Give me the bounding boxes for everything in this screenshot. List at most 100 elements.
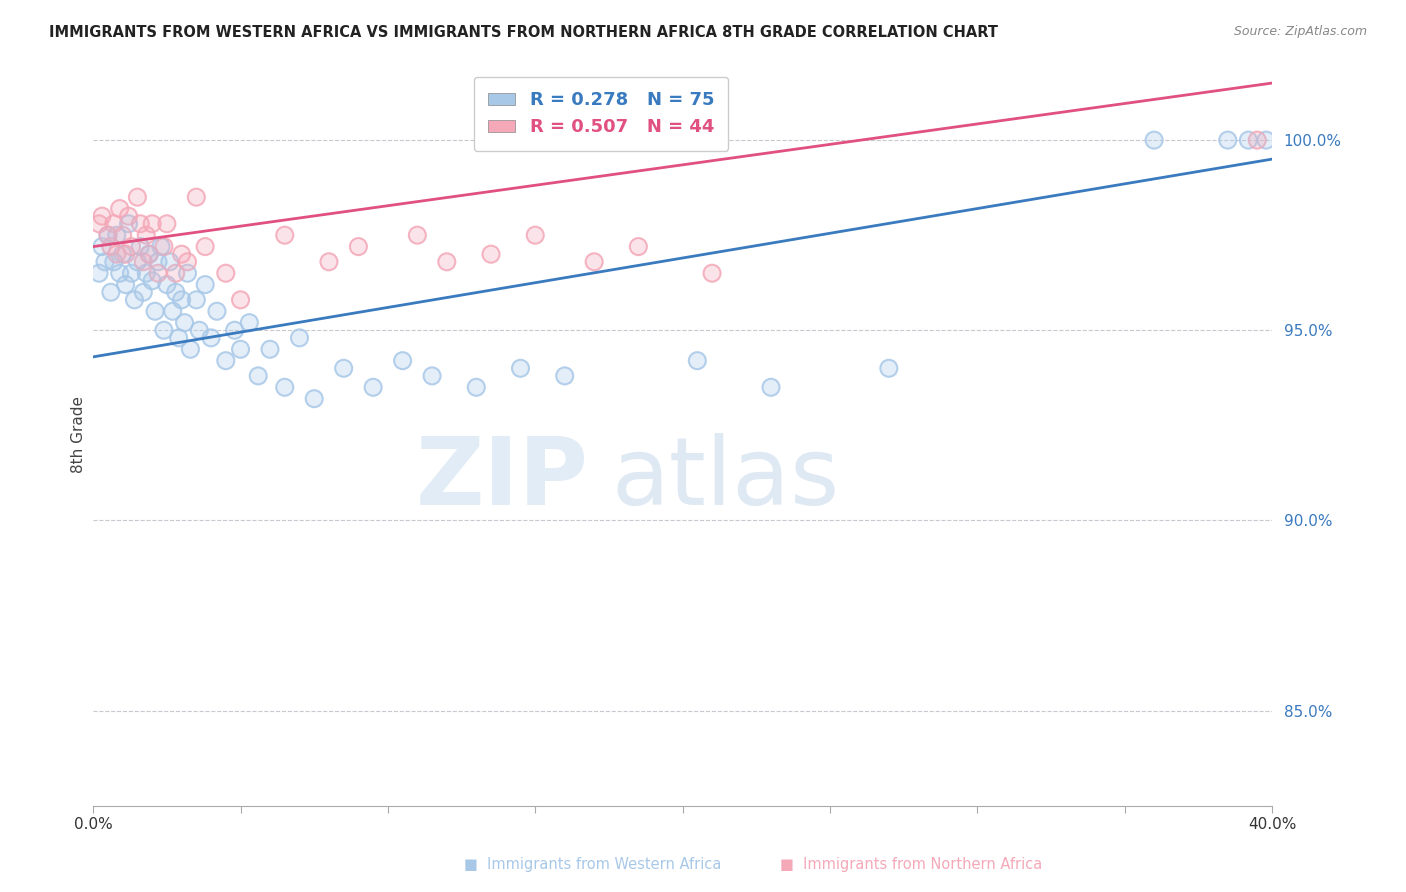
Point [162, 304, 184, 318]
Point [229, 343, 252, 357]
Point [1254, 133, 1277, 147]
Point [347, 239, 370, 253]
Point [127, 190, 149, 204]
Point [91, 239, 114, 253]
Point [700, 266, 723, 280]
Point [170, 293, 193, 307]
Point [165, 266, 187, 280]
Point [105, 228, 128, 243]
Point [138, 247, 160, 261]
Point [114, 247, 136, 261]
Point [87, 266, 110, 280]
Point [87, 266, 110, 280]
Point [1237, 133, 1260, 147]
Legend: R = 0.278   N = 75, R = 0.507   N = 44: R = 0.278 N = 75, R = 0.507 N = 44 [474, 77, 728, 151]
Point [554, 368, 576, 383]
Point [121, 266, 143, 280]
Point [146, 266, 169, 280]
Point [302, 392, 325, 406]
Point [176, 255, 198, 269]
Point [132, 255, 155, 269]
Point [165, 285, 187, 300]
Point [153, 323, 176, 337]
Point [1143, 133, 1166, 147]
Point [117, 217, 139, 231]
Point [215, 266, 238, 280]
Point [259, 343, 281, 357]
Point [108, 266, 131, 280]
Point [94, 255, 117, 269]
Text: ZIP: ZIP [415, 434, 588, 525]
Point [143, 304, 166, 318]
Y-axis label: 8th Grade: 8th Grade [72, 396, 86, 474]
Point [111, 247, 134, 261]
Point [179, 343, 201, 357]
Point [302, 392, 325, 406]
Point [91, 209, 114, 223]
Point [229, 293, 252, 307]
Point [332, 361, 354, 376]
Point [103, 255, 125, 269]
Point [205, 304, 228, 318]
Point [391, 353, 413, 368]
Text: Source: ZipAtlas.com: Source: ZipAtlas.com [1233, 25, 1367, 38]
Point [97, 228, 120, 243]
Point [103, 255, 125, 269]
Point [1216, 133, 1239, 147]
Point [156, 217, 179, 231]
Point [1237, 133, 1260, 147]
Point [583, 255, 606, 269]
Point [135, 228, 157, 243]
Point [391, 353, 413, 368]
Point [127, 190, 149, 204]
Point [524, 228, 547, 243]
Point [509, 361, 531, 376]
Point [700, 266, 723, 280]
Point [165, 266, 187, 280]
Point [583, 255, 606, 269]
Point [186, 293, 208, 307]
Point [176, 266, 198, 280]
Point [111, 228, 134, 243]
Point [274, 380, 297, 394]
Point [103, 217, 125, 231]
Point [170, 247, 193, 261]
Point [165, 285, 187, 300]
Point [238, 316, 260, 330]
Point [100, 239, 122, 253]
Text: IMMIGRANTS FROM WESTERN AFRICA VS IMMIGRANTS FROM NORTHERN AFRICA 8TH GRADE CORR: IMMIGRANTS FROM WESTERN AFRICA VS IMMIGR… [49, 25, 998, 40]
Point [156, 277, 179, 292]
Point [1246, 133, 1268, 147]
Point [105, 228, 128, 243]
Point [1216, 133, 1239, 147]
Point [361, 380, 384, 394]
Point [127, 255, 149, 269]
Point [132, 285, 155, 300]
Point [138, 247, 160, 261]
Point [127, 255, 149, 269]
Point [138, 247, 160, 261]
Point [167, 331, 190, 345]
Point [247, 368, 270, 383]
Point [141, 217, 163, 231]
Point [194, 239, 217, 253]
Point [135, 228, 157, 243]
Point [173, 316, 195, 330]
Point [759, 380, 782, 394]
Point [224, 323, 246, 337]
Point [205, 304, 228, 318]
Point [121, 239, 143, 253]
Point [1143, 133, 1166, 147]
Point [146, 255, 169, 269]
Point [114, 247, 136, 261]
Point [247, 368, 270, 383]
Point [156, 217, 179, 231]
Point [186, 190, 208, 204]
Point [274, 228, 297, 243]
Point [332, 361, 354, 376]
Point [406, 228, 429, 243]
Point [215, 353, 238, 368]
Point [420, 368, 443, 383]
Point [215, 266, 238, 280]
Point [194, 277, 217, 292]
